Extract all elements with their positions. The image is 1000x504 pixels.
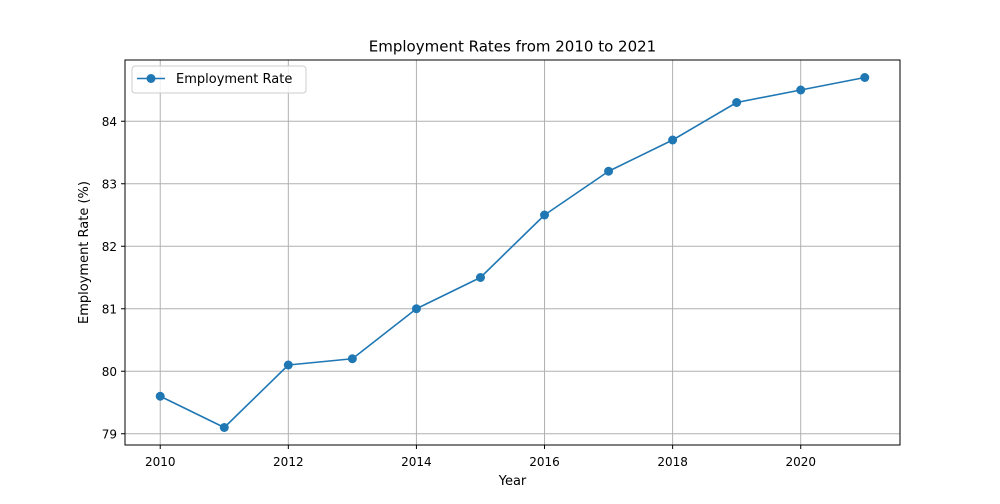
x-axis-label: Year	[498, 474, 527, 489]
y-axis-ticks: 79 80 81 82 83 84	[102, 115, 125, 441]
data-point	[540, 210, 550, 220]
data-point	[604, 166, 614, 176]
data-point	[860, 73, 870, 82]
data-point	[347, 354, 357, 364]
x-axis-ticks: 2010 2012 2014 2016 2018 2020	[145, 445, 816, 469]
y-axis-label: Employment Rate (%)	[77, 181, 92, 324]
legend-marker	[146, 74, 156, 83]
y-tick-label: 82	[102, 240, 117, 254]
x-tick-label: 2010	[145, 455, 176, 469]
data-point	[219, 423, 229, 432]
plot-frame	[124, 59, 901, 446]
x-tick-label: 2012	[273, 455, 304, 469]
data-point	[732, 98, 742, 107]
y-tick-label: 83	[102, 177, 117, 191]
x-tick-label: 2016	[529, 455, 560, 469]
data-point	[411, 304, 421, 314]
y-tick-label: 81	[102, 302, 117, 316]
data-point	[668, 135, 678, 145]
data-point	[283, 360, 293, 370]
x-tick-label: 2020	[785, 455, 816, 469]
x-tick-label: 2014	[401, 455, 432, 469]
y-tick-label: 79	[102, 427, 117, 441]
legend-label: Employment Rate	[176, 72, 292, 87]
x-tick-label: 2018	[657, 455, 688, 469]
legend-box	[131, 65, 307, 94]
series-group	[155, 73, 870, 432]
data-point	[155, 391, 165, 401]
chart-title: Employment Rates from 2010 to 2021	[369, 38, 656, 56]
data-point	[796, 85, 806, 95]
legend: Employment Rate	[131, 65, 307, 94]
y-tick-label: 84	[102, 115, 117, 129]
data-point	[475, 273, 485, 282]
series-line	[159, 76, 865, 429]
y-tick-label: 80	[102, 365, 117, 379]
grid-lines	[125, 60, 900, 445]
